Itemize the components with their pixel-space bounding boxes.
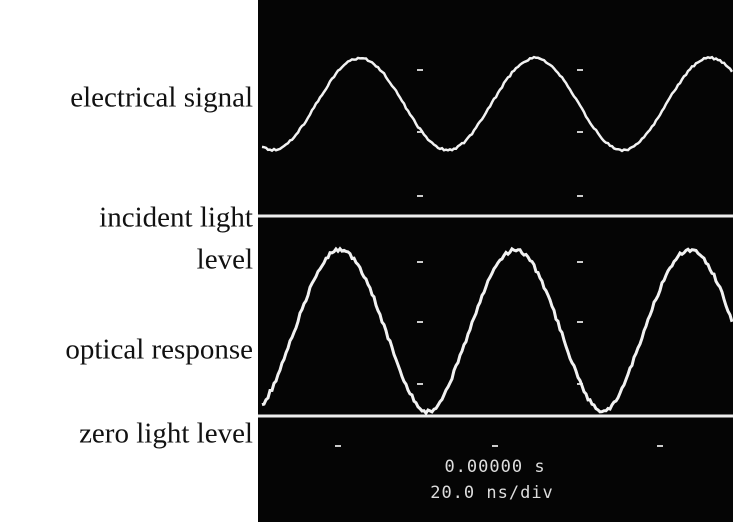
graticule-dot: [657, 445, 663, 447]
timebase-readout: 20.0 ns/div: [430, 483, 554, 503]
label: zero light level: [79, 418, 253, 450]
graticule-dot: [577, 321, 583, 323]
graticule-dot: [577, 131, 583, 133]
label: optical response: [65, 334, 253, 366]
label: incident light: [99, 202, 253, 234]
graticule-dot: [417, 383, 423, 385]
label: level: [197, 244, 253, 276]
graticule-dot: [417, 321, 423, 323]
oscilloscope-screen: [258, 0, 733, 522]
graticule-dot: [417, 261, 423, 263]
time-readout: 0.00000 s: [444, 457, 545, 477]
figure: electrical signal incident light level o…: [0, 0, 733, 524]
label: electrical signal: [70, 82, 253, 114]
graticule-dot: [417, 69, 423, 71]
graticule-dot: [492, 445, 498, 447]
graticule-dot: [577, 261, 583, 263]
graticule-dot: [577, 195, 583, 197]
graticule-dot: [577, 69, 583, 71]
graticule-dot: [335, 445, 341, 447]
graticule-dot: [417, 195, 423, 197]
